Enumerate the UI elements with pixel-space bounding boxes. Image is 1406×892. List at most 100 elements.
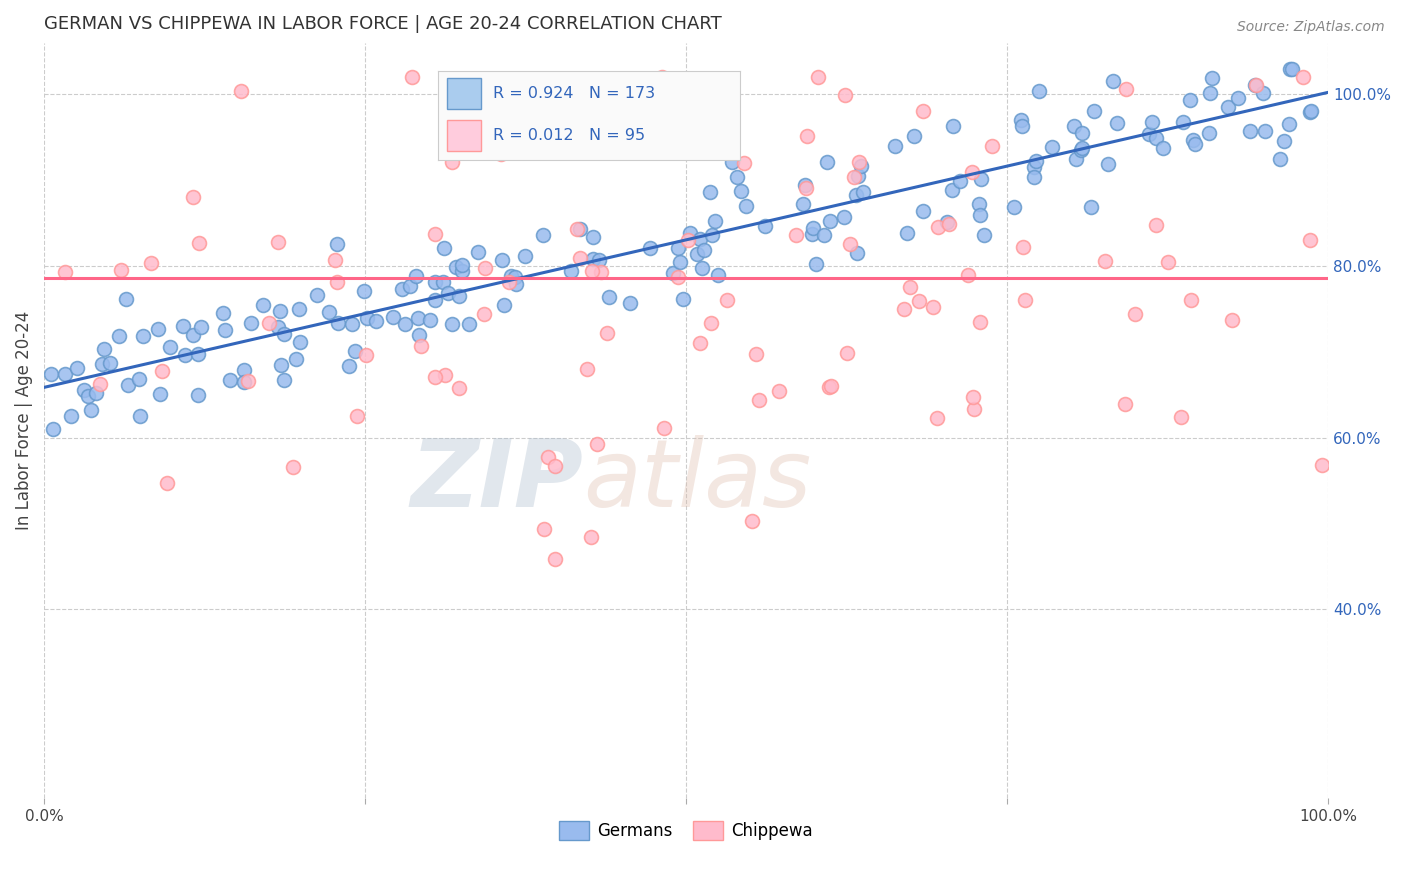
Point <box>401 70 423 85</box>
Point <box>654 421 676 435</box>
Point <box>181 190 204 204</box>
Point <box>678 226 700 240</box>
Point <box>582 252 605 267</box>
Point <box>796 129 818 144</box>
Point <box>846 169 869 183</box>
Point <box>290 334 312 349</box>
Point <box>768 384 790 398</box>
Point <box>269 304 291 318</box>
Point <box>283 459 305 474</box>
Point <box>405 269 427 284</box>
Point <box>1102 74 1125 88</box>
Point <box>980 138 1002 153</box>
Point <box>785 228 807 243</box>
Point <box>1014 293 1036 308</box>
Point <box>815 154 838 169</box>
Point <box>666 241 689 255</box>
Point <box>1071 141 1094 155</box>
Point <box>1246 78 1268 92</box>
Point <box>128 372 150 386</box>
Point <box>1063 120 1085 134</box>
Point <box>1198 126 1220 140</box>
Point <box>1216 100 1239 114</box>
Point <box>619 296 641 310</box>
Point <box>450 264 472 278</box>
Point <box>794 181 817 195</box>
Point <box>150 364 173 378</box>
Point <box>229 83 252 97</box>
Point <box>354 348 377 362</box>
Point <box>1083 103 1105 118</box>
Point <box>846 246 869 260</box>
Point <box>1278 62 1301 76</box>
Point <box>669 255 692 269</box>
Point <box>80 403 103 417</box>
Point <box>391 282 413 296</box>
Point <box>531 227 554 242</box>
Point <box>693 244 716 258</box>
Point <box>39 367 62 381</box>
Point <box>128 409 150 423</box>
Point <box>441 92 464 106</box>
Point <box>848 155 870 169</box>
Point <box>288 301 311 316</box>
Point <box>212 306 235 320</box>
Text: atlas: atlas <box>583 435 811 526</box>
Point <box>935 215 957 229</box>
Point <box>754 219 776 233</box>
Point <box>174 348 197 362</box>
Point <box>1268 153 1291 167</box>
Point <box>596 326 619 340</box>
Point <box>1114 397 1136 411</box>
Point <box>963 401 986 416</box>
Point <box>804 257 827 271</box>
Point <box>89 377 111 392</box>
Point <box>356 310 378 325</box>
Point <box>1146 218 1168 232</box>
Point <box>449 289 471 303</box>
Point <box>793 178 815 193</box>
Point <box>690 260 713 275</box>
Point <box>735 199 758 213</box>
Point <box>745 346 768 360</box>
Point <box>921 300 943 314</box>
Point <box>1301 103 1323 118</box>
Text: Source: ZipAtlas.com: Source: ZipAtlas.com <box>1237 20 1385 34</box>
Point <box>970 171 993 186</box>
Point <box>1144 131 1167 145</box>
Point <box>1281 62 1303 76</box>
Point <box>492 101 515 115</box>
Point <box>969 315 991 329</box>
Point <box>1170 409 1192 424</box>
Point <box>447 381 470 395</box>
Point <box>671 292 693 306</box>
Point <box>1070 144 1092 158</box>
Point <box>1152 140 1174 154</box>
Point <box>499 269 522 284</box>
Point <box>721 155 744 169</box>
Point <box>560 264 582 278</box>
Point <box>838 236 860 251</box>
Point <box>107 329 129 343</box>
Point <box>733 156 755 170</box>
Point <box>325 253 347 268</box>
Point <box>896 226 918 240</box>
Point <box>284 352 307 367</box>
Point <box>172 318 194 333</box>
Point <box>91 358 114 372</box>
Point <box>187 388 209 402</box>
Point <box>927 411 949 425</box>
Point <box>598 290 620 304</box>
Point <box>900 279 922 293</box>
Point <box>1064 153 1087 167</box>
Point <box>252 298 274 312</box>
Text: GERMAN VS CHIPPEWA IN LABOR FORCE | AGE 20-24 CORRELATION CHART: GERMAN VS CHIPPEWA IN LABOR FORCE | AGE … <box>44 15 721 33</box>
Point <box>1251 86 1274 100</box>
Point <box>666 270 689 285</box>
Point <box>569 222 592 236</box>
Point <box>149 386 172 401</box>
Point <box>792 197 814 211</box>
Point <box>973 227 995 242</box>
Point <box>434 368 457 383</box>
Point <box>513 249 536 263</box>
